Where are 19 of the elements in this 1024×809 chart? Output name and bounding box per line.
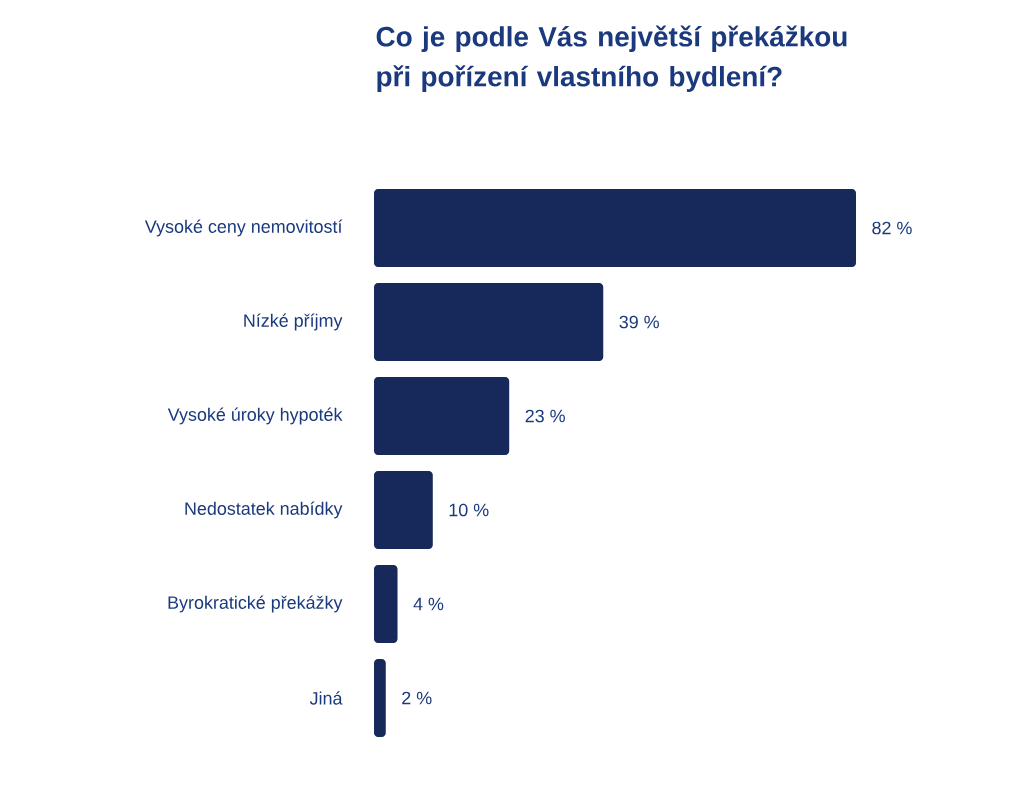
bar bbox=[374, 376, 510, 455]
bar bbox=[374, 470, 433, 549]
y-tick-label: Jiná bbox=[309, 691, 343, 705]
y-tick-label: Vysoké úroky hypoték bbox=[167, 407, 343, 425]
data-label: 4 % bbox=[413, 597, 444, 611]
data-label: 82 % bbox=[872, 221, 912, 235]
data-label: 2 % bbox=[402, 691, 432, 705]
bar bbox=[374, 282, 604, 361]
data-label: 39 % bbox=[619, 315, 659, 329]
y-tick-label: Byrokratické překážky bbox=[168, 595, 343, 613]
bar bbox=[374, 658, 386, 737]
y-tick-label: Nízké příjmy bbox=[244, 313, 343, 331]
data-label: 23 % bbox=[525, 409, 565, 423]
y-tick-label: Vysoké ceny nemovitostí bbox=[144, 219, 343, 237]
chart-title: Co je podle Vás největší překážkou při pořízení vlastního bydlení? bbox=[376, 25, 847, 92]
bar bbox=[374, 564, 398, 643]
data-label: 10 % bbox=[449, 503, 489, 517]
bar bbox=[374, 188, 857, 267]
y-tick-label: Nedostatek nabídky bbox=[185, 501, 343, 519]
